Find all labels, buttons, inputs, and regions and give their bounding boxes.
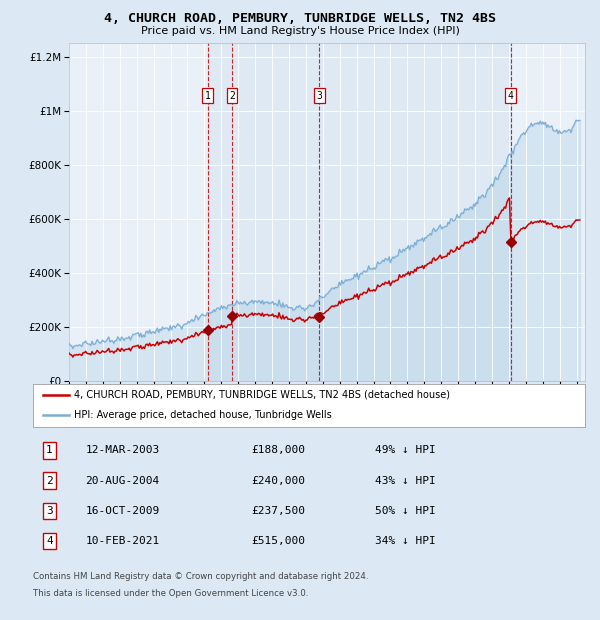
- Text: 2: 2: [229, 91, 235, 101]
- Text: 1: 1: [46, 445, 53, 455]
- Text: 10-FEB-2021: 10-FEB-2021: [85, 536, 160, 546]
- Text: 4, CHURCH ROAD, PEMBURY, TUNBRIDGE WELLS, TN2 4BS (detached house): 4, CHURCH ROAD, PEMBURY, TUNBRIDGE WELLS…: [74, 390, 451, 400]
- Text: 4: 4: [46, 536, 53, 546]
- Text: HPI: Average price, detached house, Tunbridge Wells: HPI: Average price, detached house, Tunb…: [74, 410, 332, 420]
- Text: Price paid vs. HM Land Registry's House Price Index (HPI): Price paid vs. HM Land Registry's House …: [140, 26, 460, 36]
- Text: 4: 4: [508, 91, 514, 101]
- Text: £240,000: £240,000: [251, 476, 305, 485]
- Bar: [208, 43, 511, 381]
- Text: £188,000: £188,000: [251, 445, 305, 455]
- Text: Contains HM Land Registry data © Crown copyright and database right 2024.: Contains HM Land Registry data © Crown c…: [33, 572, 368, 581]
- Text: This data is licensed under the Open Government Licence v3.0.: This data is licensed under the Open Gov…: [33, 589, 308, 598]
- Text: £515,000: £515,000: [251, 536, 305, 546]
- Text: £237,500: £237,500: [251, 506, 305, 516]
- Text: 3: 3: [46, 506, 53, 516]
- Text: 49% ↓ HPI: 49% ↓ HPI: [375, 445, 436, 455]
- Text: 16-OCT-2009: 16-OCT-2009: [85, 506, 160, 516]
- Text: 4, CHURCH ROAD, PEMBURY, TUNBRIDGE WELLS, TN2 4BS: 4, CHURCH ROAD, PEMBURY, TUNBRIDGE WELLS…: [104, 12, 496, 25]
- Text: 43% ↓ HPI: 43% ↓ HPI: [375, 476, 436, 485]
- Text: 1: 1: [205, 91, 211, 101]
- Text: 50% ↓ HPI: 50% ↓ HPI: [375, 506, 436, 516]
- Text: 2: 2: [46, 476, 53, 485]
- Text: 12-MAR-2003: 12-MAR-2003: [85, 445, 160, 455]
- Text: 3: 3: [316, 91, 322, 101]
- Text: 34% ↓ HPI: 34% ↓ HPI: [375, 536, 436, 546]
- Text: 20-AUG-2004: 20-AUG-2004: [85, 476, 160, 485]
